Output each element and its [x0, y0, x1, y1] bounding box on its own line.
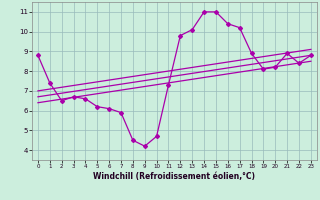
X-axis label: Windchill (Refroidissement éolien,°C): Windchill (Refroidissement éolien,°C) — [93, 172, 255, 181]
